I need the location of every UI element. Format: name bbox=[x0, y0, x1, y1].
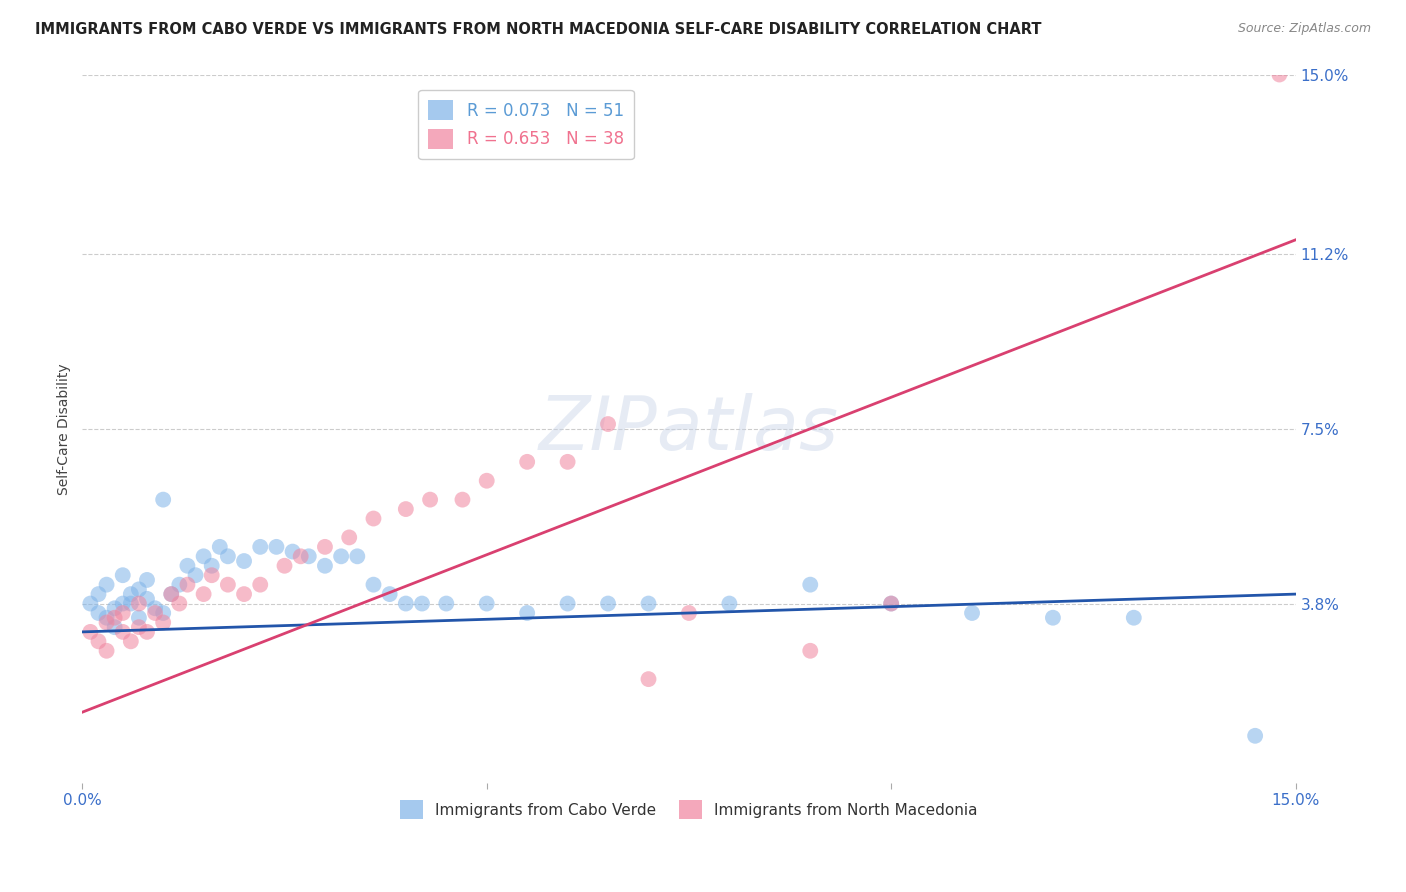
Point bbox=[475, 597, 498, 611]
Point bbox=[330, 549, 353, 564]
Point bbox=[128, 611, 150, 625]
Text: IMMIGRANTS FROM CABO VERDE VS IMMIGRANTS FROM NORTH MACEDONIA SELF-CARE DISABILI: IMMIGRANTS FROM CABO VERDE VS IMMIGRANTS… bbox=[35, 22, 1042, 37]
Point bbox=[1244, 729, 1267, 743]
Point bbox=[217, 577, 239, 591]
Point bbox=[111, 606, 134, 620]
Point bbox=[290, 549, 312, 564]
Point bbox=[79, 597, 101, 611]
Text: Source: ZipAtlas.com: Source: ZipAtlas.com bbox=[1237, 22, 1371, 36]
Point bbox=[880, 597, 903, 611]
Point bbox=[87, 587, 110, 601]
Point bbox=[96, 577, 118, 591]
Point bbox=[314, 540, 336, 554]
Point bbox=[395, 502, 418, 516]
Point bbox=[143, 601, 166, 615]
Point bbox=[120, 634, 142, 648]
Point bbox=[378, 587, 401, 601]
Point bbox=[160, 587, 183, 601]
Point bbox=[434, 597, 457, 611]
Point bbox=[1122, 611, 1144, 625]
Point bbox=[111, 597, 134, 611]
Point bbox=[87, 606, 110, 620]
Point bbox=[411, 597, 433, 611]
Point bbox=[136, 591, 159, 606]
Point bbox=[104, 620, 127, 634]
Point bbox=[120, 597, 142, 611]
Point bbox=[266, 540, 288, 554]
Point bbox=[96, 611, 118, 625]
Point bbox=[880, 597, 903, 611]
Point bbox=[557, 597, 579, 611]
Point bbox=[217, 549, 239, 564]
Point bbox=[111, 568, 134, 582]
Point bbox=[363, 511, 385, 525]
Point bbox=[475, 474, 498, 488]
Point bbox=[233, 554, 256, 568]
Point bbox=[637, 597, 659, 611]
Point bbox=[249, 540, 271, 554]
Point bbox=[363, 577, 385, 591]
Point bbox=[128, 582, 150, 597]
Point bbox=[273, 558, 295, 573]
Point bbox=[557, 455, 579, 469]
Point bbox=[596, 417, 619, 431]
Point bbox=[136, 573, 159, 587]
Point bbox=[169, 597, 191, 611]
Point bbox=[152, 606, 174, 620]
Point bbox=[128, 597, 150, 611]
Point bbox=[516, 606, 538, 620]
Point bbox=[193, 587, 215, 601]
Point bbox=[516, 455, 538, 469]
Point bbox=[637, 672, 659, 686]
Point bbox=[451, 492, 474, 507]
Point bbox=[799, 644, 821, 658]
Point bbox=[128, 620, 150, 634]
Point bbox=[249, 577, 271, 591]
Point bbox=[596, 597, 619, 611]
Point bbox=[1268, 68, 1291, 82]
Point bbox=[176, 577, 198, 591]
Point bbox=[143, 606, 166, 620]
Point bbox=[298, 549, 321, 564]
Point bbox=[79, 624, 101, 639]
Point bbox=[111, 624, 134, 639]
Point bbox=[233, 587, 256, 601]
Point bbox=[96, 644, 118, 658]
Point bbox=[136, 624, 159, 639]
Point bbox=[960, 606, 983, 620]
Point bbox=[1042, 611, 1064, 625]
Y-axis label: Self-Care Disability: Self-Care Disability bbox=[58, 363, 72, 494]
Point bbox=[718, 597, 741, 611]
Point bbox=[799, 577, 821, 591]
Legend: Immigrants from Cabo Verde, Immigrants from North Macedonia: Immigrants from Cabo Verde, Immigrants f… bbox=[394, 794, 984, 825]
Point bbox=[87, 634, 110, 648]
Point bbox=[201, 568, 224, 582]
Point bbox=[160, 587, 183, 601]
Point bbox=[281, 544, 304, 558]
Point bbox=[419, 492, 441, 507]
Point bbox=[208, 540, 231, 554]
Point bbox=[346, 549, 368, 564]
Point bbox=[169, 577, 191, 591]
Point bbox=[678, 606, 700, 620]
Point bbox=[104, 601, 127, 615]
Point bbox=[152, 615, 174, 630]
Point bbox=[395, 597, 418, 611]
Point bbox=[96, 615, 118, 630]
Point bbox=[120, 587, 142, 601]
Point bbox=[201, 558, 224, 573]
Point bbox=[176, 558, 198, 573]
Point bbox=[152, 492, 174, 507]
Point bbox=[193, 549, 215, 564]
Point bbox=[337, 530, 360, 544]
Text: ZIPatlas: ZIPatlas bbox=[538, 392, 839, 465]
Point bbox=[184, 568, 207, 582]
Point bbox=[104, 611, 127, 625]
Point bbox=[314, 558, 336, 573]
